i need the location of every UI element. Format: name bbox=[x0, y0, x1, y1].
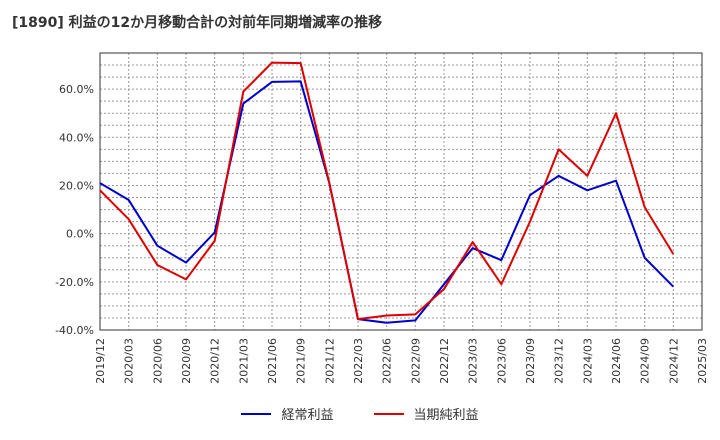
x-tick-label: 2023/06 bbox=[495, 338, 508, 384]
y-tick-label: -20.0% bbox=[55, 276, 94, 289]
x-tick-label: 2025/03 bbox=[696, 338, 709, 384]
y-axis-ticks: -40.0% -20.0% 0.0% 20.0% 40.0% 60.0% bbox=[55, 83, 94, 337]
y-tick-label: 60.0% bbox=[59, 83, 94, 96]
grid bbox=[100, 53, 702, 330]
plot-area bbox=[99, 52, 703, 331]
legend-label-keijo: 経常利益 bbox=[281, 408, 334, 423]
y-tick-label: 0.0% bbox=[66, 228, 94, 241]
x-axis-ticks: 2019/12 2020/03 2020/06 2020/09 2020/12 2021/… bbox=[94, 338, 709, 384]
x-tick-label: 2024/06 bbox=[610, 338, 623, 384]
x-tick-label: 2021/12 bbox=[323, 338, 336, 384]
y-tick-label: 40.0% bbox=[59, 131, 94, 144]
x-tick-label: 2021/03 bbox=[237, 338, 250, 384]
x-tick-label: 2024/09 bbox=[639, 338, 652, 384]
x-tick-label: 2022/03 bbox=[352, 338, 365, 384]
y-tick-label: 20.0% bbox=[59, 179, 94, 192]
legend-swatch-junri bbox=[373, 412, 404, 415]
x-tick-label: 2022/06 bbox=[381, 338, 394, 384]
x-tick-label: 2023/03 bbox=[467, 338, 480, 384]
x-tick-label: 2023/12 bbox=[553, 338, 566, 384]
series-line-junri-rieki bbox=[99, 61, 675, 321]
legend-label-junri: 当期純利益 bbox=[413, 408, 479, 423]
series bbox=[99, 61, 675, 324]
x-tick-label: 2020/09 bbox=[180, 338, 193, 384]
x-tick-label: 2019/12 bbox=[94, 338, 107, 384]
legend-item-keijo: 経常利益 bbox=[241, 404, 334, 423]
series-line-keijo-rieki bbox=[99, 80, 675, 324]
x-tick-label: 2023/09 bbox=[524, 338, 537, 384]
x-tick-label: 2021/06 bbox=[266, 338, 279, 384]
y-tick-label: -40.0% bbox=[55, 324, 94, 337]
legend-item-junri: 当期純利益 bbox=[373, 404, 479, 423]
legend: 経常利益 当期純利益 bbox=[0, 404, 720, 423]
legend-swatch-keijo bbox=[241, 412, 272, 415]
chart-title: [1890] 利益の12か月移動合計の対前年同期増減率の推移 bbox=[12, 15, 383, 31]
x-tick-label: 2021/09 bbox=[295, 338, 308, 384]
x-tick-label: 2024/03 bbox=[581, 338, 594, 384]
x-tick-label: 2020/03 bbox=[123, 338, 136, 384]
x-tick-label: 2022/12 bbox=[438, 338, 451, 384]
x-tick-label: 2020/12 bbox=[209, 338, 222, 384]
x-tick-label: 2024/12 bbox=[667, 338, 680, 384]
x-tick-label: 2022/09 bbox=[409, 338, 422, 384]
x-tick-label: 2020/06 bbox=[151, 338, 164, 384]
